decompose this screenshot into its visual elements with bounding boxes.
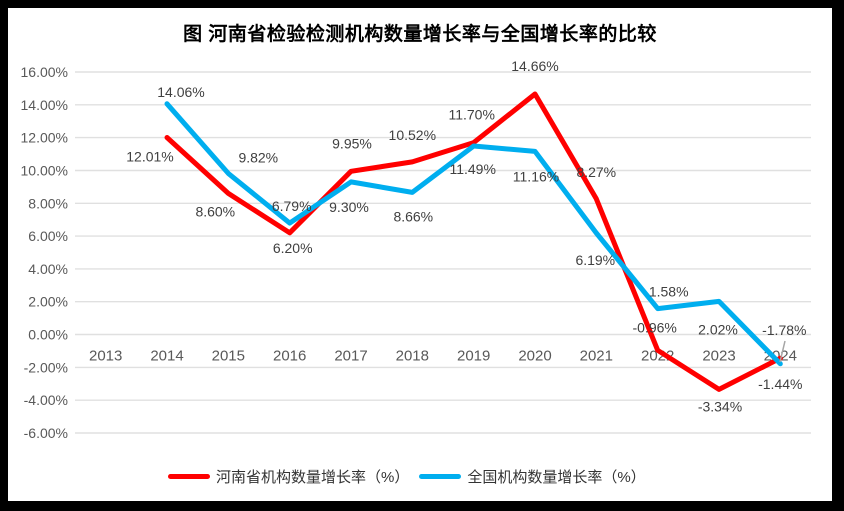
svg-text:0.00%: 0.00%: [28, 327, 68, 343]
svg-text:11.16%: 11.16%: [513, 168, 559, 184]
svg-text:-4.00%: -4.00%: [24, 392, 68, 408]
svg-text:2017: 2017: [334, 348, 367, 365]
svg-text:11.70%: 11.70%: [448, 107, 494, 123]
svg-text:14.06%: 14.06%: [157, 84, 204, 100]
svg-text:10.00%: 10.00%: [21, 163, 68, 179]
svg-text:-1.44%: -1.44%: [758, 376, 802, 392]
chart-legend: 河南省机构数量增长率（%） 全国机构数量增长率（%）: [168, 466, 646, 487]
svg-text:6.79%: 6.79%: [272, 198, 312, 214]
svg-text:8.60%: 8.60%: [195, 203, 235, 219]
svg-text:2014: 2014: [150, 348, 183, 365]
svg-text:-3.34%: -3.34%: [698, 398, 742, 414]
svg-text:2021: 2021: [580, 348, 613, 365]
svg-text:2023: 2023: [702, 348, 735, 365]
svg-text:2016: 2016: [273, 348, 306, 365]
svg-text:2015: 2015: [212, 348, 245, 365]
line-chart: 16.00% 14.00% 12.00% 10.00% 8.00% 6.00% 4.00% 2…: [21, 58, 811, 441]
svg-text:9.95%: 9.95%: [332, 135, 372, 151]
svg-text:10.52%: 10.52%: [389, 127, 436, 143]
svg-text:2.02%: 2.02%: [698, 321, 738, 337]
chart-title: 图 河南省检验检测机构数量增长率与全国增长率的比较: [183, 24, 657, 45]
svg-text:2018: 2018: [396, 348, 429, 365]
henan-series-swatch-icon: [168, 474, 210, 479]
svg-text:2020: 2020: [518, 348, 551, 365]
svg-text:9.30%: 9.30%: [329, 199, 369, 215]
svg-text:8.00%: 8.00%: [28, 195, 68, 211]
svg-text:2013: 2013: [89, 348, 122, 365]
svg-text:8.66%: 8.66%: [393, 208, 433, 224]
svg-text:16.00%: 16.00%: [21, 64, 68, 80]
henan-series-label: 河南省机构数量增长率（%）: [216, 469, 410, 486]
svg-text:1.58%: 1.58%: [649, 284, 689, 300]
svg-text:14.00%: 14.00%: [21, 97, 68, 113]
svg-text:14.66%: 14.66%: [511, 58, 558, 74]
svg-text:8.27%: 8.27%: [576, 164, 616, 180]
svg-text:6.19%: 6.19%: [575, 252, 615, 268]
national-series-swatch-icon: [419, 474, 462, 479]
svg-text:2.00%: 2.00%: [28, 294, 68, 310]
svg-text:12.00%: 12.00%: [21, 130, 68, 146]
svg-text:12.01%: 12.01%: [126, 149, 173, 165]
svg-text:-1.78%: -1.78%: [762, 322, 806, 338]
svg-text:2022: 2022: [641, 348, 674, 365]
svg-text:9.82%: 9.82%: [238, 149, 278, 165]
legend-item-national: 全国机构数量增长率（%）: [419, 466, 646, 487]
svg-text:2019: 2019: [457, 348, 490, 365]
legend-item-henan: 河南省机构数量增长率（%）: [168, 466, 409, 487]
svg-text:11.49%: 11.49%: [449, 161, 495, 177]
svg-text:-2.00%: -2.00%: [24, 359, 68, 375]
svg-text:-0.96%: -0.96%: [633, 319, 677, 335]
svg-text:-6.00%: -6.00%: [24, 425, 68, 441]
svg-text:6.00%: 6.00%: [28, 228, 68, 244]
svg-text:4.00%: 4.00%: [28, 261, 68, 277]
svg-text:6.20%: 6.20%: [273, 240, 313, 256]
national-series-label: 全国机构数量增长率（%）: [467, 469, 646, 486]
